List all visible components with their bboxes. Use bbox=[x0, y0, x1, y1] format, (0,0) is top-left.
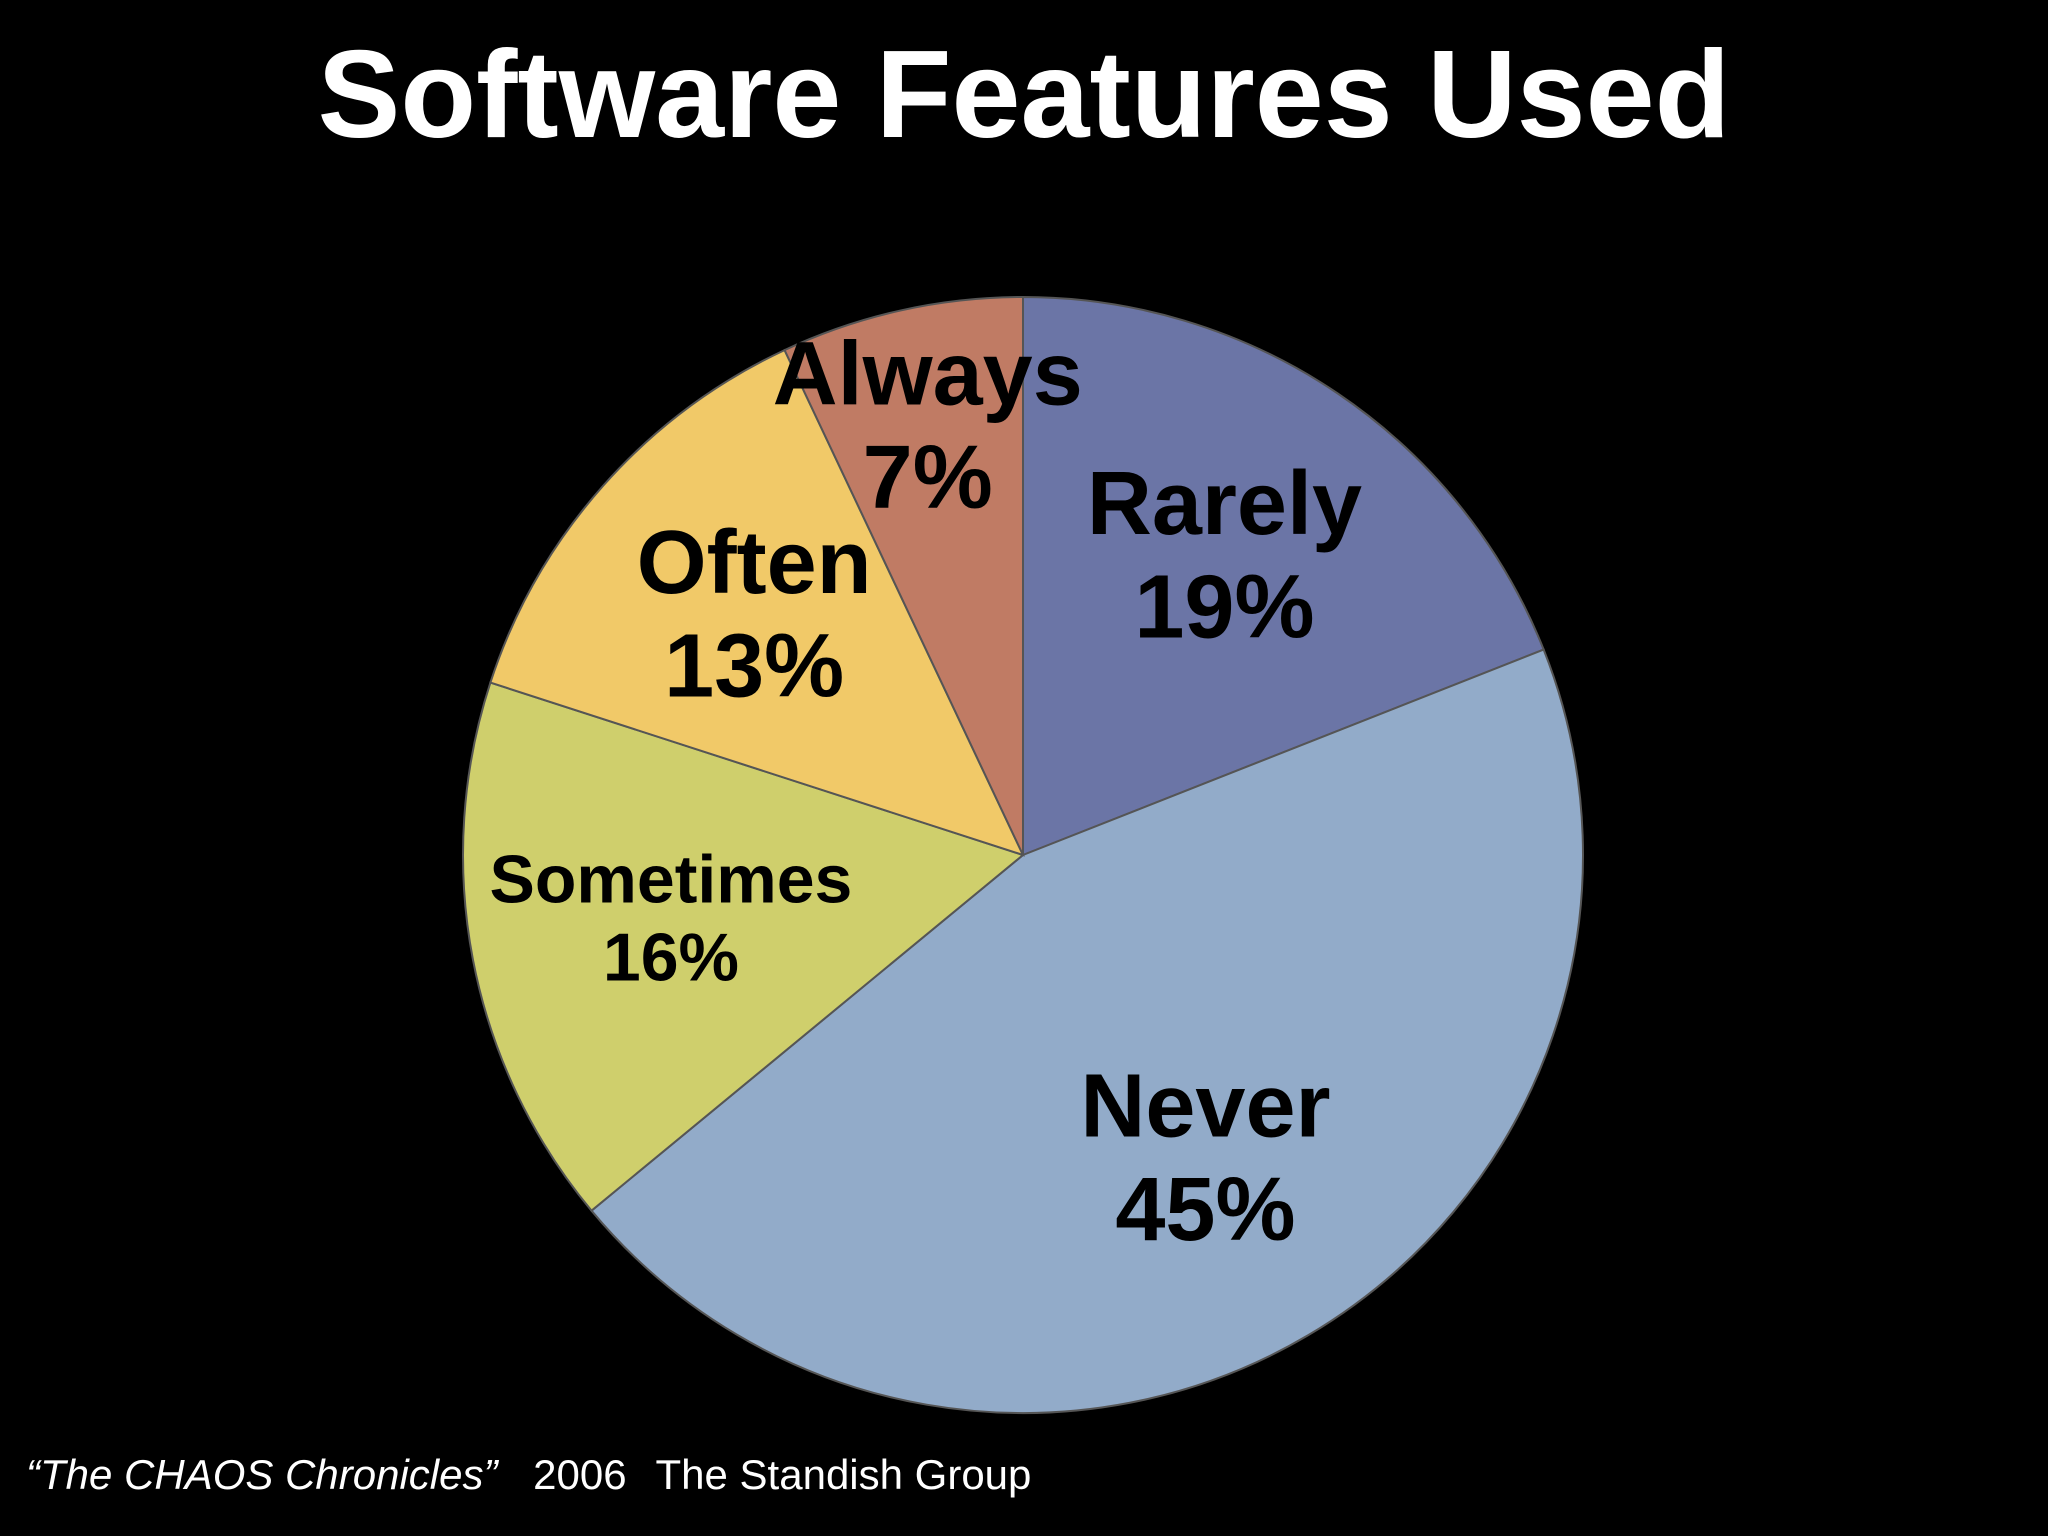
pie-slice bbox=[783, 295, 1024, 856]
slice-category: Rarely bbox=[1087, 454, 1362, 554]
slice-value: 16% bbox=[603, 920, 739, 996]
source-publisher: The Standish Group bbox=[656, 1451, 1032, 1498]
slice-category: Never bbox=[1080, 1057, 1330, 1157]
slice-category: Always bbox=[773, 325, 1083, 425]
chart-title: Software Features Used bbox=[318, 26, 1731, 164]
source-year: 2006 bbox=[533, 1451, 626, 1498]
slice-value: 7% bbox=[863, 428, 993, 528]
slice-value: 13% bbox=[664, 617, 844, 717]
slice-category: Often bbox=[637, 513, 872, 613]
pie-slice bbox=[489, 348, 1025, 857]
slice-value: 45% bbox=[1115, 1160, 1295, 1260]
slice-value: 19% bbox=[1134, 557, 1314, 657]
source-work: “The CHAOS Chronicles” bbox=[26, 1451, 499, 1498]
slice-category: Sometimes bbox=[490, 841, 853, 917]
pie-slice bbox=[1022, 295, 1545, 857]
pie-slice bbox=[462, 681, 1026, 1213]
pie-slice bbox=[590, 648, 1584, 1414]
pie bbox=[462, 295, 1584, 1414]
source-note: “The CHAOS Chronicles” 2006 The Standish… bbox=[26, 1451, 1031, 1498]
